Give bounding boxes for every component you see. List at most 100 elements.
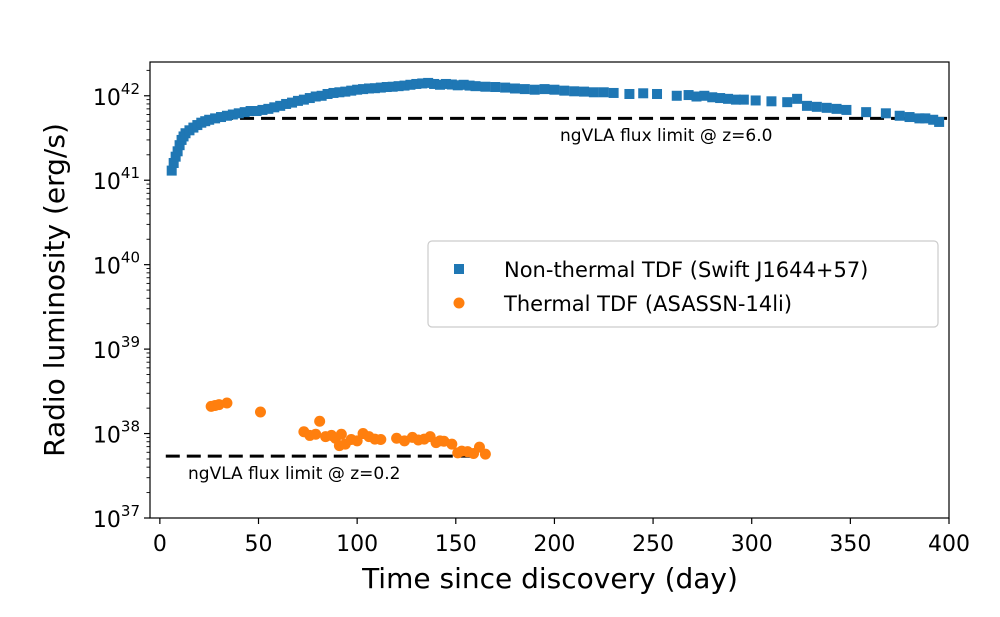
nonthermal-point	[375, 82, 386, 93]
nonthermal-point	[914, 113, 925, 124]
nonthermal-point	[470, 81, 481, 92]
nonthermal-point	[440, 78, 451, 89]
data-points	[166, 77, 945, 460]
nonthermal-point	[480, 81, 491, 92]
nonthermal-point	[387, 81, 398, 92]
nonthermal-point	[861, 107, 872, 118]
nonthermal-point	[429, 78, 440, 89]
nonthermal-point	[707, 92, 718, 103]
nonthermal-point	[405, 79, 416, 90]
nonthermal-point	[559, 85, 570, 96]
x-tick-label: 300	[731, 532, 773, 557]
nonthermal-point	[210, 113, 221, 124]
x-tick-label: 200	[533, 532, 575, 557]
nonthermal-point	[381, 82, 392, 93]
x-axis: 0 50 100 150 200 250 300 350 400	[153, 518, 970, 557]
nonthermal-point	[801, 100, 812, 111]
nonthermal-point	[730, 94, 741, 105]
nonthermal-point	[316, 90, 327, 101]
nonthermal-point	[310, 91, 321, 102]
y-tick-label: 1037	[93, 502, 140, 533]
x-tick-label: 150	[435, 532, 477, 557]
nonthermal-point	[691, 91, 702, 102]
thermal-point	[254, 406, 266, 418]
thermal-point	[375, 434, 387, 446]
nonthermal-point	[369, 83, 380, 94]
nonthermal-point	[920, 113, 931, 124]
legend-square-marker	[454, 264, 464, 274]
nonthermal-point	[624, 88, 635, 99]
nonthermal-point	[358, 84, 369, 95]
flux-limit-label-z02: ngVLA flux limit @ z=0.2	[188, 464, 400, 484]
nonthermal-point	[598, 87, 609, 98]
nonthermal-point	[683, 90, 694, 101]
thermal-point	[335, 428, 347, 440]
nonthermal-point	[328, 87, 339, 98]
nonthermal-point	[245, 106, 256, 117]
nonthermal-point	[529, 84, 540, 95]
nonthermal-point	[257, 104, 268, 115]
nonthermal-point	[509, 83, 520, 94]
nonthermal-point	[699, 90, 710, 101]
nonthermal-point	[322, 88, 333, 99]
nonthermal-point	[519, 84, 530, 95]
x-tick-label: 100	[336, 532, 378, 557]
nonthermal-point	[723, 93, 734, 104]
nonthermal-point	[569, 86, 580, 97]
nonthermal-point	[340, 86, 351, 97]
y-axis: 1037 1038 1039 1040 1041 1042	[93, 69, 150, 533]
nonthermal-point	[821, 102, 832, 113]
nonthermal-point	[204, 114, 215, 125]
nonthermal-point	[352, 84, 363, 95]
legend-entry-nonthermal: Non-thermal TDF (Swift J1644+57)	[504, 258, 868, 282]
thermal-point	[310, 428, 322, 440]
y-tick-label: 1040	[93, 249, 140, 280]
nonthermal-point	[287, 97, 298, 108]
nonthermal-point	[281, 98, 292, 109]
nonthermal-point	[221, 110, 232, 121]
thermal-point	[221, 397, 233, 409]
nonthermal-point	[417, 78, 428, 89]
legend-circle-marker	[453, 297, 465, 309]
nonthermal-point	[458, 79, 469, 90]
y-tick-label: 1038	[93, 418, 140, 449]
nonthermal-point	[363, 83, 374, 94]
nonthermal-point	[588, 87, 599, 98]
nonthermal-point	[423, 77, 434, 88]
nonthermal-point	[841, 104, 852, 115]
nonthermal-point	[233, 108, 244, 119]
nonthermal-point	[490, 82, 501, 93]
nonthermal-point	[452, 80, 463, 91]
nonthermal-point	[500, 82, 511, 93]
x-tick-label: 350	[829, 532, 871, 557]
legend: Non-thermal TDF (Swift J1644+57) Thermal…	[427, 240, 939, 328]
nonthermal-point	[346, 85, 357, 96]
nonthermal-point	[172, 146, 183, 157]
thermal-point	[351, 435, 363, 447]
nonthermal-point	[671, 90, 682, 101]
nonthermal-point	[579, 86, 590, 97]
nonthermal-point	[168, 157, 179, 168]
nonthermal-point	[750, 95, 761, 106]
nonthermal-point	[292, 95, 303, 106]
nonthermal-point	[638, 88, 649, 99]
nonthermal-point	[549, 84, 560, 95]
y-tick-label: 1042	[93, 80, 140, 111]
x-tick-label: 400	[928, 532, 970, 557]
nonthermal-point	[166, 165, 177, 176]
nonthermal-point	[435, 79, 446, 90]
nonthermal-point	[446, 79, 457, 90]
nonthermal-point	[880, 108, 891, 119]
nonthermal-point	[766, 96, 777, 107]
legend-entry-thermal: Thermal TDF (ASASSN-14li)	[503, 292, 792, 316]
y-axis-title: Radio luminosity (erg/s)	[38, 123, 71, 457]
nonthermal-point	[715, 93, 726, 104]
nonthermal-point	[464, 80, 475, 91]
y-tick-label: 1041	[93, 164, 140, 195]
nonthermal-point	[928, 114, 939, 125]
nonthermal-point	[411, 78, 422, 89]
nonthermal-point	[904, 112, 915, 123]
x-axis-title: Time since discovery (day)	[361, 562, 738, 595]
y-tick-label: 1039	[93, 333, 140, 364]
